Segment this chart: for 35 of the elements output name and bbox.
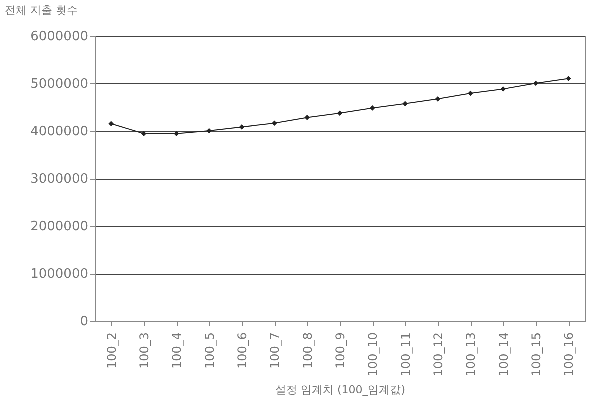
x-tick-label: 100_14	[496, 332, 511, 377]
x-axis-title: 설정 임계치 (100_임계값)	[275, 384, 406, 397]
x-tick-label: 100_11	[398, 332, 413, 377]
x-tick-label: 100_12	[432, 332, 446, 377]
x-tick-label: 100_2	[104, 332, 119, 370]
x-tick-label: 100_4	[170, 332, 184, 370]
x-tick-label: 100_7	[268, 332, 282, 370]
point	[402, 101, 408, 107]
x-tick-label: 100_16	[562, 332, 576, 377]
y-tick-label: 1000000	[30, 267, 88, 282]
point	[533, 80, 539, 86]
point	[174, 131, 180, 136]
point	[272, 120, 278, 126]
y-tick-label: 5000000	[30, 77, 88, 92]
point	[304, 115, 310, 120]
x-tick-label: 100_13	[464, 332, 478, 377]
point	[370, 106, 376, 111]
y-tick-label: 4000000	[30, 124, 88, 140]
x-tick-label: 100_8	[300, 332, 315, 370]
y-tick-label: 6000000	[30, 30, 88, 44]
y-tick-label: 3000000	[30, 172, 88, 187]
y-tick-label: 0	[80, 314, 88, 330]
y-tick-label: 2000000	[30, 220, 88, 234]
point	[108, 121, 114, 127]
x-tick-label: 100_3	[138, 332, 152, 370]
chart-title: 전체 지출 횟수	[5, 4, 78, 17]
x-tick-label: 100_10	[366, 332, 380, 377]
x-tick-label: 100_15	[530, 332, 544, 377]
point	[337, 110, 343, 116]
point	[500, 86, 506, 92]
x-tick-label: 100_5	[202, 332, 217, 370]
x-tick-label: 100_6	[236, 332, 250, 370]
point	[566, 76, 572, 82]
x-tick-label: 100_9	[334, 332, 348, 370]
point	[468, 90, 474, 96]
